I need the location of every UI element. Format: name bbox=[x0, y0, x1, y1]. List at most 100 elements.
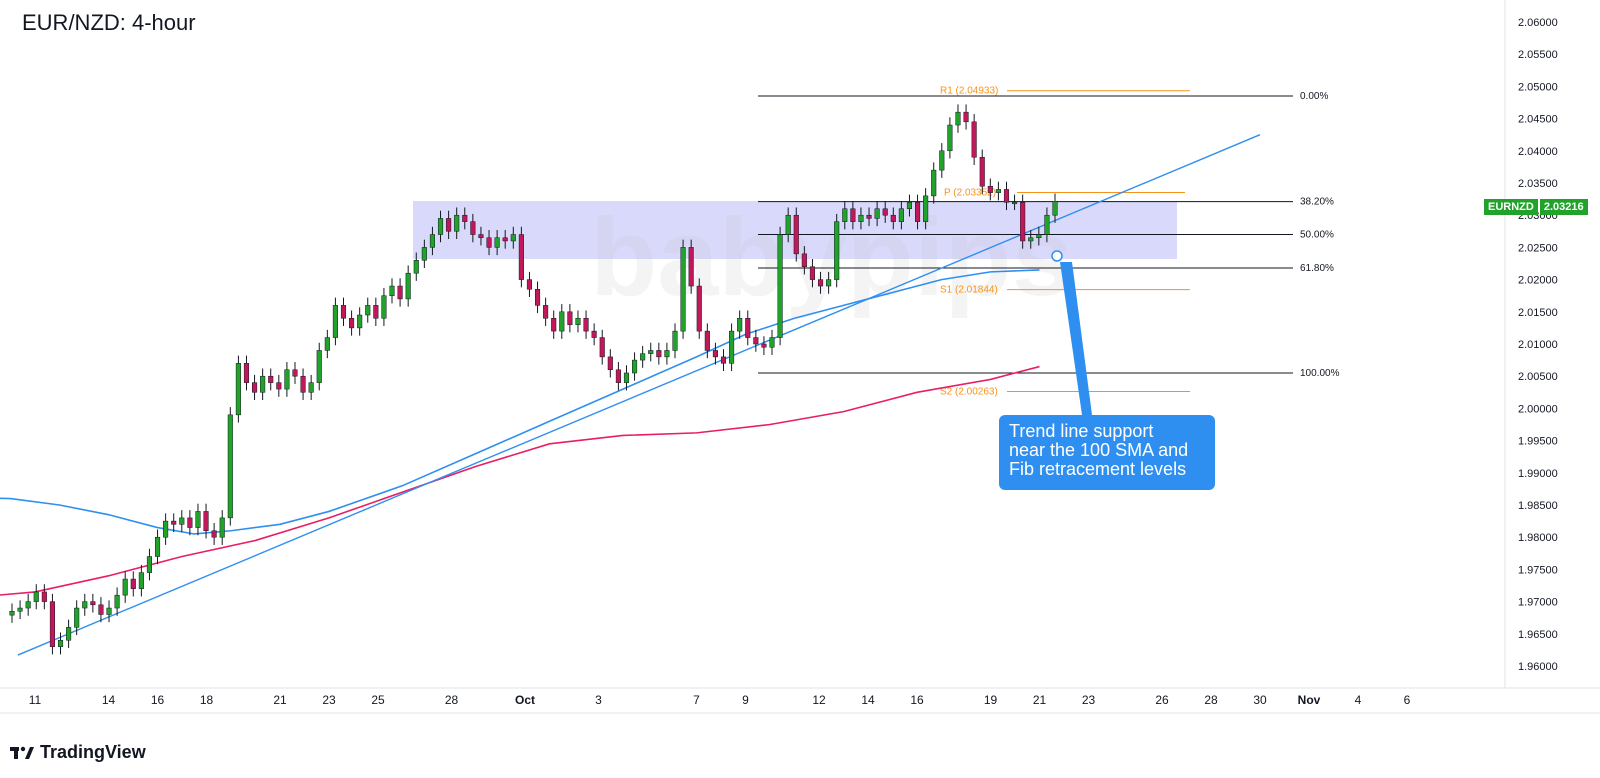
callout-line: Fib retracement levels bbox=[1009, 459, 1187, 479]
candle-body bbox=[518, 234, 524, 280]
candle-body bbox=[737, 317, 743, 332]
candle-body bbox=[809, 266, 815, 280]
pivot-level-label: S1 (2.01844) bbox=[940, 285, 998, 296]
candle-body bbox=[817, 279, 824, 287]
y-tick-label: 2.01500 bbox=[1518, 307, 1558, 319]
candle-body bbox=[66, 627, 72, 641]
y-tick-label: 1.96500 bbox=[1518, 629, 1558, 641]
x-tick-label: Nov bbox=[1298, 693, 1321, 707]
tradingview-logo-icon bbox=[10, 746, 34, 759]
candle-body bbox=[842, 208, 848, 222]
candle-body bbox=[324, 337, 330, 351]
candle-body bbox=[470, 221, 476, 235]
candle-body bbox=[1052, 201, 1058, 216]
candle-body bbox=[146, 556, 152, 573]
trend-line bbox=[17, 134, 1261, 656]
candle-body bbox=[171, 520, 177, 525]
x-tick-label: 28 bbox=[445, 693, 459, 707]
candle-body bbox=[648, 350, 654, 354]
candle-body bbox=[551, 317, 557, 332]
candle-body bbox=[502, 237, 508, 242]
candle-body bbox=[906, 202, 913, 210]
x-tick-label: Oct bbox=[515, 693, 535, 707]
y-tick-label: 1.98000 bbox=[1518, 532, 1558, 544]
tradingview-brand[interactable]: TradingView bbox=[10, 742, 146, 763]
candle-body bbox=[276, 382, 282, 390]
candle-body bbox=[163, 520, 169, 538]
candle-body bbox=[308, 382, 314, 393]
candle-body bbox=[591, 330, 597, 338]
y-tick-label: 2.04000 bbox=[1518, 146, 1558, 158]
candle-body bbox=[421, 247, 427, 261]
fib-retracement-layer: 0.00% 38.20% 50.00% 61.80% 100.00% bbox=[758, 91, 1340, 379]
candle-body bbox=[664, 350, 670, 358]
candle-body bbox=[300, 375, 306, 393]
x-tick-label: 16 bbox=[151, 693, 165, 707]
watermark-text: babypips bbox=[590, 196, 1073, 319]
y-tick-label: 2.01000 bbox=[1518, 339, 1558, 351]
x-tick-label: 23 bbox=[1082, 693, 1096, 707]
candle-body bbox=[106, 607, 112, 615]
x-tick-label: 21 bbox=[1033, 693, 1047, 707]
candle-body bbox=[235, 363, 241, 416]
x-tick-label: 14 bbox=[861, 693, 875, 707]
y-tick-label: 2.02500 bbox=[1518, 242, 1558, 254]
candle-body bbox=[947, 124, 953, 152]
candle-body bbox=[599, 337, 605, 358]
candle-body bbox=[122, 578, 128, 596]
candle-body bbox=[82, 601, 88, 609]
candle-body bbox=[138, 572, 144, 589]
x-tick-label: 30 bbox=[1253, 693, 1267, 707]
callout-line: Trend line support bbox=[1009, 421, 1154, 441]
y-tick-label: 2.05500 bbox=[1518, 49, 1558, 61]
candle-body bbox=[769, 337, 775, 348]
y-tick-label: 1.97000 bbox=[1518, 597, 1558, 609]
candle-body bbox=[154, 536, 161, 557]
fib-level-label: 0.00% bbox=[1300, 91, 1328, 102]
price-badge: EURNZD 2.03216 bbox=[1484, 199, 1600, 215]
candle-body bbox=[243, 363, 250, 383]
x-tick-label: 9 bbox=[742, 693, 749, 707]
candle-body bbox=[340, 305, 347, 319]
candle-body bbox=[90, 601, 96, 606]
candle-body bbox=[203, 511, 209, 532]
candle-body bbox=[866, 214, 872, 219]
x-tick-label: 18 bbox=[200, 693, 214, 707]
candle-body bbox=[17, 607, 23, 612]
candle-body bbox=[939, 150, 945, 171]
candle-body bbox=[219, 517, 225, 538]
candle-body bbox=[712, 350, 718, 358]
candle-body bbox=[413, 260, 419, 274]
candle-body bbox=[25, 601, 31, 609]
candle-body bbox=[696, 285, 702, 332]
moving-averages-layer bbox=[0, 134, 1261, 656]
candle-body bbox=[9, 611, 15, 616]
candle-body bbox=[389, 285, 395, 296]
candle-body bbox=[979, 156, 985, 187]
x-tick-label: 16 bbox=[910, 693, 924, 707]
candle-body bbox=[252, 382, 258, 393]
candle-body bbox=[785, 214, 791, 235]
candle-body bbox=[357, 314, 363, 329]
candle-body bbox=[195, 511, 201, 528]
x-tick-label: 23 bbox=[322, 693, 336, 707]
x-tick-label: 19 bbox=[984, 693, 998, 707]
callout-pointer bbox=[1060, 262, 1092, 415]
candle-body bbox=[858, 214, 864, 222]
candle-body bbox=[923, 195, 929, 222]
x-tick-label: 12 bbox=[812, 693, 826, 707]
sma-100-line bbox=[0, 269, 1040, 535]
y-tick-label: 1.98500 bbox=[1518, 500, 1558, 512]
candle-body bbox=[462, 214, 468, 222]
candle-body bbox=[284, 369, 290, 390]
candle-body bbox=[971, 121, 977, 158]
candle-body bbox=[381, 295, 387, 319]
candle-body bbox=[373, 305, 379, 319]
x-tick-label: 3 bbox=[595, 693, 602, 707]
candle-body bbox=[898, 208, 904, 222]
candle-body bbox=[316, 350, 322, 383]
candle-body bbox=[41, 591, 47, 602]
candle-body bbox=[640, 353, 646, 361]
callout-box: Trend line support near the 100 SMA and … bbox=[999, 415, 1215, 490]
